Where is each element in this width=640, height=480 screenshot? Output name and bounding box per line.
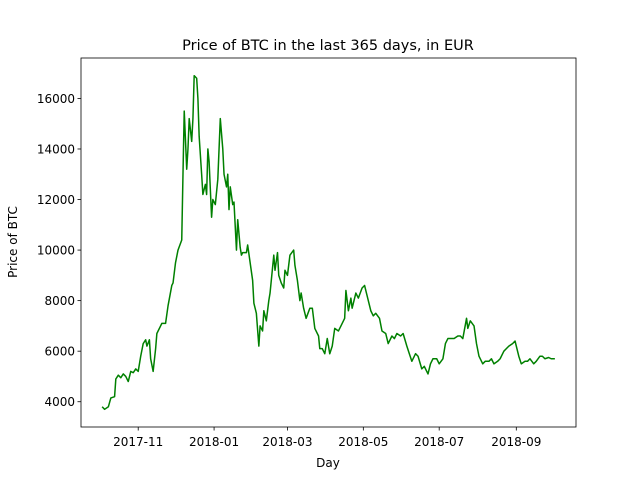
y-tick-label: 16000 (37, 92, 75, 106)
price-line (101, 74, 555, 411)
y-tick-label: 6000 (44, 345, 75, 359)
y-tick-label: 10000 (37, 244, 75, 258)
x-tick-label: 2018-03 (262, 435, 312, 449)
y-tick-label: 14000 (37, 142, 75, 156)
x-axis-label: Day (316, 456, 340, 470)
x-tick-label: 2018-05 (338, 435, 388, 449)
chart-title: Price of BTC in the last 365 days, in EU… (182, 38, 474, 54)
plot-frame (80, 57, 577, 428)
x-tick-label: 2017-11 (113, 435, 163, 449)
y-tick-label: 4000 (44, 395, 75, 409)
x-tick-label: 2018-09 (491, 435, 541, 449)
y-tick-label: 12000 (37, 193, 75, 207)
y-tick-label: 8000 (44, 294, 75, 308)
y-axis-label: Price of BTC (6, 206, 20, 278)
x-tick-label: 2018-07 (414, 435, 464, 449)
x-tick-label: 2018-01 (189, 435, 239, 449)
